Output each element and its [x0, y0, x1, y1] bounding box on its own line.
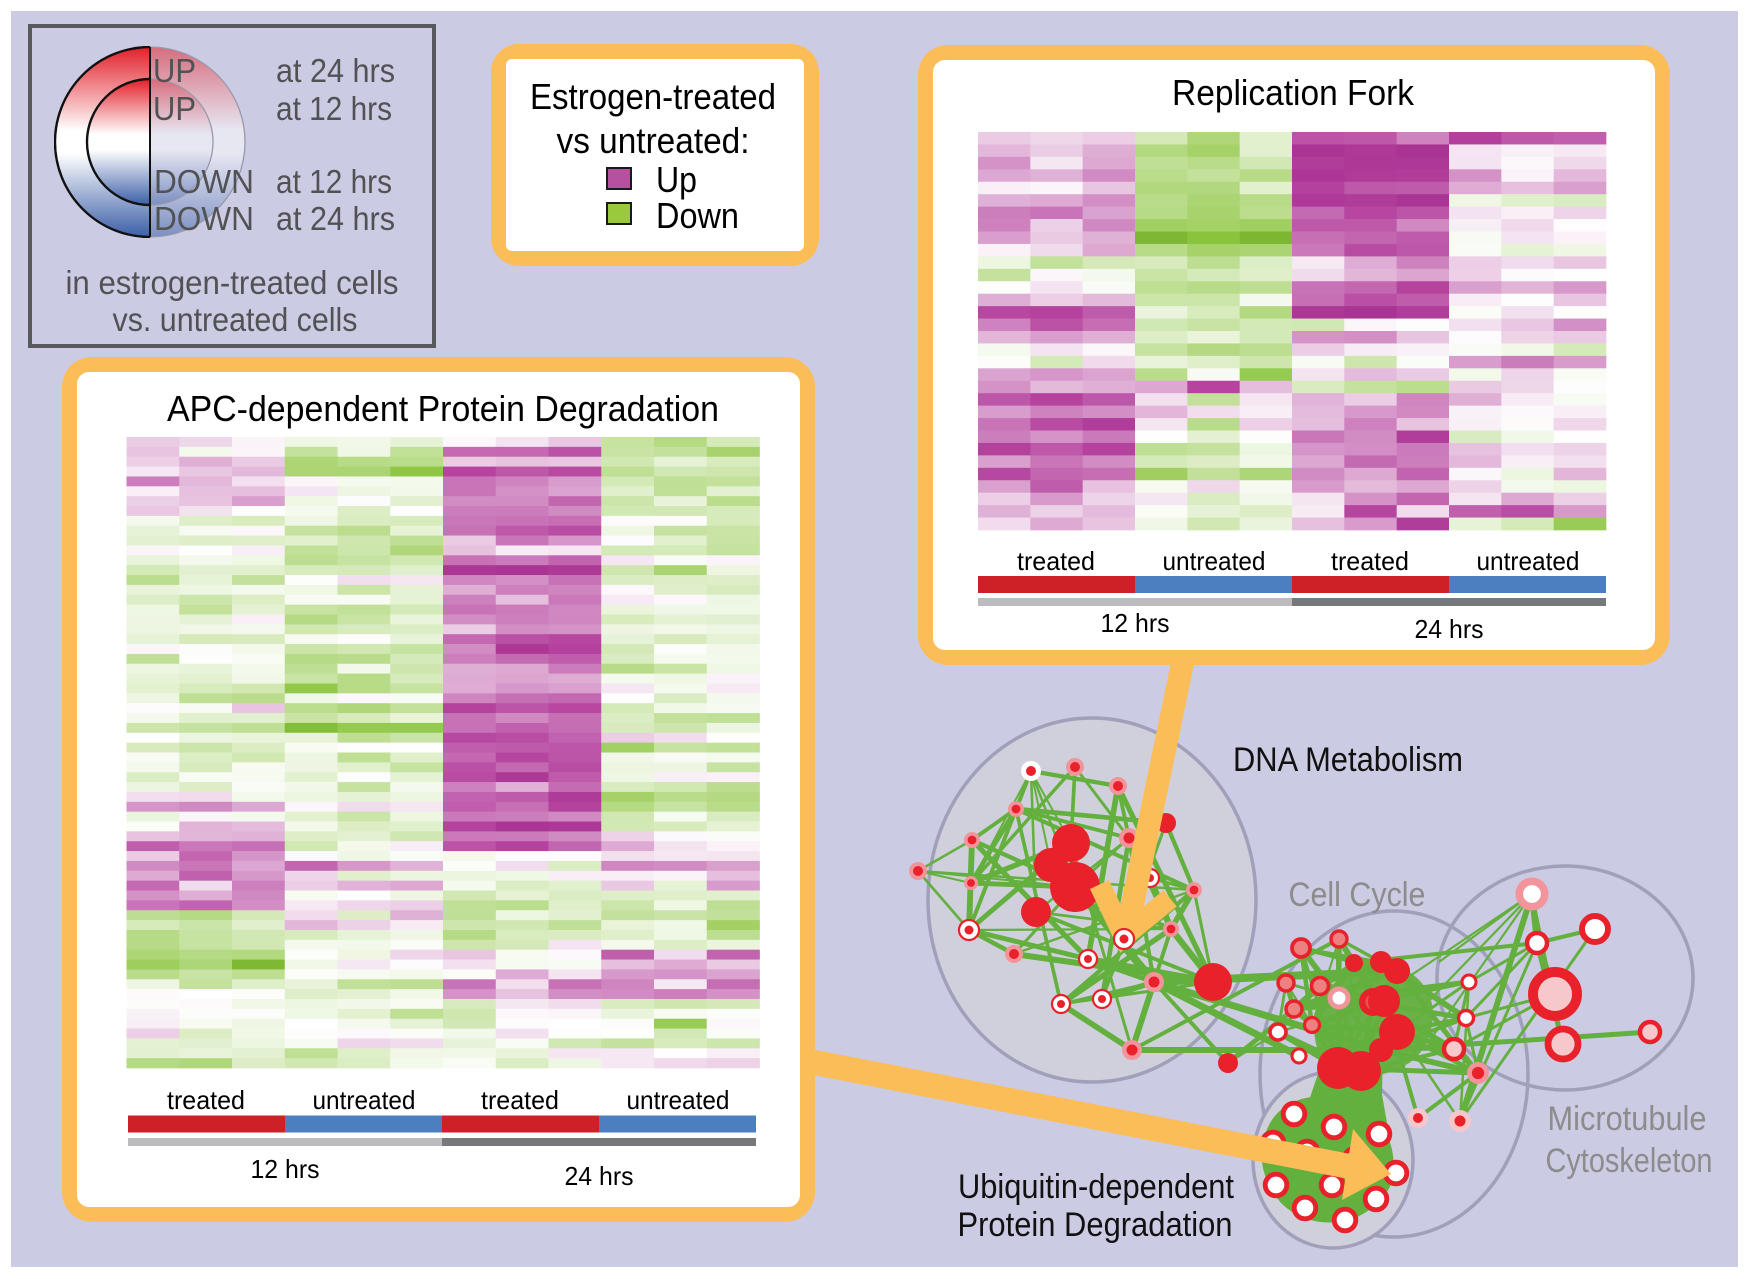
svg-text:UP: UP — [153, 90, 196, 127]
svg-text:12 hrs: 12 hrs — [1101, 608, 1170, 638]
svg-text:untreated: untreated — [313, 1085, 416, 1115]
svg-text:treated: treated — [1331, 546, 1409, 576]
svg-text:Microtubule: Microtubule — [1548, 1100, 1707, 1138]
svg-text:UP: UP — [153, 52, 196, 89]
svg-text:treated: treated — [481, 1085, 559, 1115]
svg-text:Cell Cycle: Cell Cycle — [1289, 876, 1426, 914]
svg-text:Protein Degradation: Protein Degradation — [958, 1206, 1233, 1244]
svg-text:DNA Metabolism: DNA Metabolism — [1233, 741, 1463, 779]
svg-text:Up: Up — [656, 159, 697, 200]
svg-text:Replication Fork: Replication Fork — [1172, 72, 1415, 113]
svg-text:in estrogen-treated cells: in estrogen-treated cells — [66, 264, 399, 301]
svg-text:at 12 hrs: at 12 hrs — [276, 90, 392, 127]
svg-text:24 hrs: 24 hrs — [565, 1161, 634, 1191]
svg-text:Ubiquitin-dependent: Ubiquitin-dependent — [958, 1168, 1234, 1206]
svg-text:untreated: untreated — [1163, 546, 1266, 576]
svg-text:untreated: untreated — [627, 1085, 730, 1115]
svg-text:at 12 hrs: at 12 hrs — [276, 163, 392, 200]
svg-text:treated: treated — [1017, 546, 1095, 576]
svg-text:Estrogen-treated: Estrogen-treated — [530, 76, 776, 117]
svg-text:untreated: untreated — [1477, 546, 1580, 576]
svg-text:at 24 hrs: at 24 hrs — [276, 200, 395, 237]
svg-text:DOWN: DOWN — [154, 200, 254, 237]
svg-text:vs. untreated cells: vs. untreated cells — [113, 301, 358, 338]
svg-text:24 hrs: 24 hrs — [1415, 614, 1484, 644]
svg-text:treated: treated — [167, 1085, 245, 1115]
svg-text:vs untreated:: vs untreated: — [557, 120, 750, 161]
svg-text:12 hrs: 12 hrs — [251, 1154, 320, 1184]
svg-text:DOWN: DOWN — [154, 163, 254, 200]
svg-text:Down: Down — [656, 195, 739, 236]
svg-text:Cytoskeleton: Cytoskeleton — [1546, 1142, 1713, 1180]
svg-text:at 24 hrs: at 24 hrs — [276, 52, 395, 89]
svg-text:APC-dependent Protein Degradat: APC-dependent Protein Degradation — [167, 388, 719, 429]
